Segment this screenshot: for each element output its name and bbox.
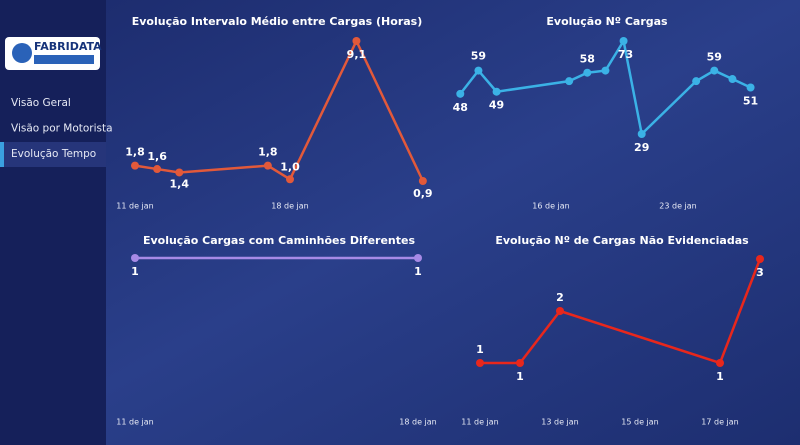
point: [756, 255, 764, 263]
point: [746, 83, 755, 92]
point: [474, 66, 483, 75]
point: [556, 307, 564, 315]
data-label: 29: [634, 141, 649, 154]
data-label: 1,6: [147, 150, 167, 163]
x-tick-label: 18 de jan: [271, 202, 308, 211]
point: [153, 165, 162, 174]
data-label: 1: [516, 370, 524, 383]
data-label: 1,0: [280, 160, 300, 173]
x-tick-label: 18 de jan: [399, 418, 436, 427]
data-label: 1: [131, 265, 139, 278]
chart-title: Evolução Cargas com Caminhões Diferentes: [143, 234, 416, 247]
data-label: 48: [453, 101, 468, 114]
x-tick-label: 23 de jan: [659, 202, 696, 211]
data-label: 3: [756, 266, 764, 279]
point: [516, 359, 524, 367]
x-tick-label: 15 de jan: [621, 418, 658, 427]
data-label: 59: [707, 51, 722, 64]
charts: Evolução Intervalo Médio entre Cargas (H…: [116, 15, 764, 427]
menu-active-bg: [0, 142, 106, 167]
point: [710, 66, 719, 75]
data-label: 49: [489, 99, 504, 112]
data-label: 9,1: [347, 48, 367, 61]
point: [263, 161, 272, 170]
data-label: 59: [471, 50, 486, 63]
logo-bar: [34, 55, 94, 64]
data-label: 1: [476, 343, 484, 356]
x-tick-label: 17 de jan: [701, 418, 738, 427]
x-tick-label: 16 de jan: [532, 202, 569, 211]
data-label: 1: [716, 370, 724, 383]
point: [583, 68, 592, 77]
data-label: 1,4: [170, 177, 190, 190]
menu-active-bar: [0, 142, 4, 167]
x-tick-label: 11 de jan: [116, 202, 153, 211]
point: [728, 75, 737, 84]
x-tick-label: 11 de jan: [461, 418, 498, 427]
point: [716, 359, 724, 367]
x-tick-label: 11 de jan: [116, 418, 153, 427]
point: [414, 254, 422, 262]
data-label: 1: [414, 265, 422, 278]
data-label: 73: [618, 48, 633, 61]
data-label: 58: [580, 53, 595, 66]
menu-item[interactable]: Visão Geral: [11, 97, 71, 109]
point: [352, 37, 361, 45]
x-tick-label: 13 de jan: [541, 418, 578, 427]
data-label: 0,9: [413, 187, 433, 200]
menu: Visão Geral Visão por Motorista Evolução T…: [0, 97, 113, 167]
point: [131, 254, 139, 262]
logo-text: FABRIDATA: [34, 40, 102, 53]
data-label: 2: [556, 291, 564, 304]
point: [456, 89, 465, 98]
point: [637, 130, 646, 138]
data-label: 51: [743, 95, 758, 108]
point: [565, 77, 574, 86]
point: [492, 87, 501, 96]
point: [286, 175, 294, 184]
data-label: 1,8: [258, 146, 278, 159]
chart-title: Evolução Intervalo Médio entre Cargas (H…: [132, 15, 423, 28]
menu-item[interactable]: Visão por Motorista: [11, 123, 113, 135]
chart-title: Evolução Nº Cargas: [546, 15, 668, 28]
point: [619, 37, 628, 45]
point: [692, 77, 701, 86]
chart-title: Evolução Nº de Cargas Não Evidenciadas: [495, 234, 749, 247]
point: [175, 168, 184, 177]
sidebar: [0, 0, 106, 445]
point: [476, 359, 484, 367]
point: [131, 161, 139, 170]
point: [418, 177, 427, 185]
point: [601, 66, 610, 75]
menu-item[interactable]: Evolução Tempo: [11, 148, 96, 160]
logo-icon: [12, 43, 32, 63]
data-label: 1,8: [125, 146, 145, 159]
